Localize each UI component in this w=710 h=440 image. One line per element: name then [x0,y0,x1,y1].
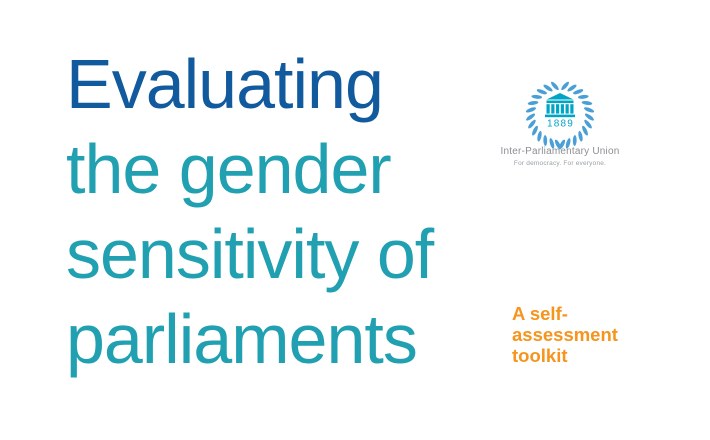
org-name: Inter-Parliamentary Union [500,146,620,157]
title-line-4: parliaments [66,300,418,378]
org-tagline: For democracy. For everyone. [513,160,607,167]
ipu-logo: 1889 Inter-Parliamentary Union For democ… [480,80,640,167]
document-title: Evaluating the gender sensitivity of par… [66,42,434,382]
subtitle-line-1: A self- [512,303,568,324]
title-line-1: Evaluating [66,45,384,123]
ipu-emblem-icon: 1889 [525,80,595,150]
parliament-building-icon [545,93,575,118]
subtitle-line-2: assessment [512,324,618,345]
subtitle-block: A self- assessment toolkit [512,303,618,366]
title-line-2: the gender [66,130,392,208]
title-line-3: sensitivity of [66,215,434,293]
emblem-year: 1889 [547,119,574,130]
subtitle-line-3: toolkit [512,345,568,366]
